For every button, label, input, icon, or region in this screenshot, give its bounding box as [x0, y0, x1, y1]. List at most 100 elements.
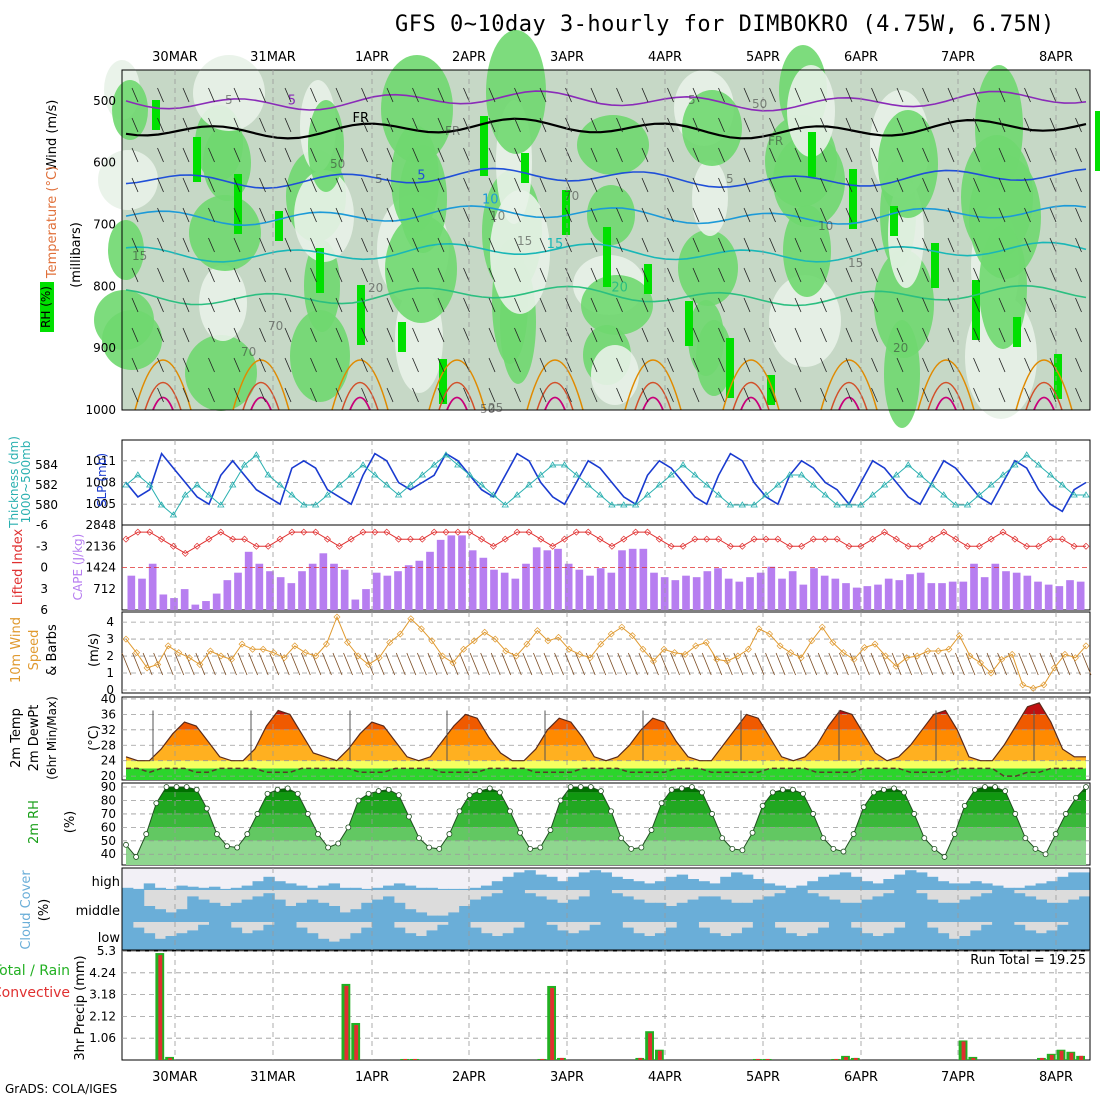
- wind10-axis-label-4: (m/s): [87, 633, 102, 667]
- wind-barb: [1049, 327, 1057, 343]
- cape-bar: [650, 572, 658, 610]
- date-label-top: 5APR: [746, 50, 780, 65]
- wind-barb: [845, 357, 853, 373]
- wind-barb: [641, 357, 649, 373]
- li-point: [691, 535, 699, 543]
- wind-barb: [692, 357, 700, 373]
- rh-shading: [783, 205, 831, 297]
- cloud-cell: [828, 922, 841, 950]
- wind-barb: [131, 147, 139, 163]
- dewpt-axis-label: 2m DewPt: [27, 705, 42, 772]
- wind-barb: [641, 237, 649, 253]
- li-point: [312, 528, 320, 536]
- rh-point: [951, 831, 958, 837]
- wind-barb: [922, 207, 929, 223]
- wind-tick: 0: [106, 683, 114, 697]
- wind-speed-point: [375, 654, 383, 662]
- cloud-cell: [557, 930, 569, 950]
- wind-barb: [565, 327, 572, 343]
- surface-wind-barb: [997, 652, 1007, 676]
- rh-point: [911, 811, 918, 817]
- cloud-cell: [393, 902, 406, 922]
- li-point: [501, 535, 509, 543]
- thickness-point: [821, 491, 829, 498]
- cloud-cell: [491, 936, 504, 950]
- wind-barb: [131, 327, 139, 343]
- cloud-cell: [818, 876, 830, 890]
- cape-bar: [959, 581, 968, 610]
- rh-point: [395, 792, 402, 798]
- wind-barb: [233, 87, 241, 103]
- wind-barb: [539, 297, 547, 313]
- wind-barb: [820, 357, 827, 373]
- slp-axis-label: SLP (mb): [95, 453, 109, 507]
- rh-point: [456, 808, 463, 815]
- wind-barb: [998, 87, 1006, 103]
- cloud-cell: [143, 933, 156, 950]
- wind-barb: [412, 207, 419, 223]
- wind-barb: [1024, 147, 1031, 163]
- wind-barb: [412, 117, 419, 133]
- wind-barb: [590, 117, 598, 133]
- pressure-tick: 700: [93, 218, 116, 232]
- cloud-cell: [524, 870, 536, 890]
- cloud-cell: [861, 899, 873, 922]
- thickness-line: [125, 454, 1086, 516]
- precip-total-label: Total / Rain: [0, 963, 70, 979]
- wind-barb: [743, 387, 751, 403]
- rh-shading: [692, 160, 728, 236]
- cloud-cell: [926, 876, 939, 890]
- pressure-tick: 1000: [85, 403, 116, 417]
- rh-point: [294, 790, 301, 797]
- wind-barb: [616, 147, 623, 163]
- li-point: [845, 542, 853, 550]
- wind-speed-point: [987, 669, 995, 677]
- rh-point: [790, 786, 796, 793]
- rh-saturated: [152, 100, 160, 130]
- precip-convective-bar: [540, 1058, 545, 1060]
- date-label-bottom: 2APR: [452, 1070, 486, 1085]
- wind-barb: [769, 327, 776, 343]
- thickness-point: [809, 481, 818, 488]
- li-tick: 3: [40, 582, 48, 596]
- cape-bar: [1034, 581, 1042, 610]
- surface-wind-barb: [744, 652, 754, 676]
- wind-barb: [769, 147, 776, 163]
- temperature-contour-low: [341, 381, 379, 411]
- rh-point: [254, 811, 261, 817]
- rh-saturated: [1013, 317, 1021, 347]
- wind-barb: [463, 387, 470, 403]
- cape-bar: [970, 563, 978, 610]
- rh-point: [1032, 845, 1039, 852]
- cloud-cell: [720, 876, 732, 890]
- temperature-contour: [125, 204, 1087, 227]
- lifted-index-line: [125, 531, 1086, 554]
- thickness-point: [157, 501, 166, 508]
- wind-barb: [922, 237, 929, 253]
- li-point: [395, 535, 403, 543]
- cape-bar: [223, 580, 232, 610]
- li-point: [466, 528, 474, 536]
- cape-bar: [586, 575, 594, 610]
- wind-barb: [565, 357, 572, 373]
- rh-point: [325, 844, 332, 851]
- precip-tick: 5.3: [97, 944, 116, 958]
- wind-barb: [667, 237, 674, 253]
- wind-speed-point: [365, 661, 373, 669]
- cloud-middle-label: middle: [76, 904, 120, 919]
- cloud-cell: [502, 890, 515, 922]
- date-label-top: 31MAR: [250, 50, 296, 65]
- cloud-cell: [209, 922, 221, 950]
- rh-point: [1012, 811, 1019, 817]
- wind-barb: [947, 87, 955, 103]
- wind-barb: [896, 237, 904, 253]
- cloud-cell: [611, 922, 623, 950]
- surface-wind-barb: [923, 652, 934, 676]
- thickness-point: [560, 461, 569, 468]
- cloud-cell: [676, 874, 689, 890]
- wind-speed-point: [681, 650, 689, 658]
- surface-wind-barb: [838, 652, 849, 676]
- wind-barb: [565, 117, 572, 133]
- temperature-contour: [125, 284, 1087, 307]
- thickness-point: [276, 481, 284, 488]
